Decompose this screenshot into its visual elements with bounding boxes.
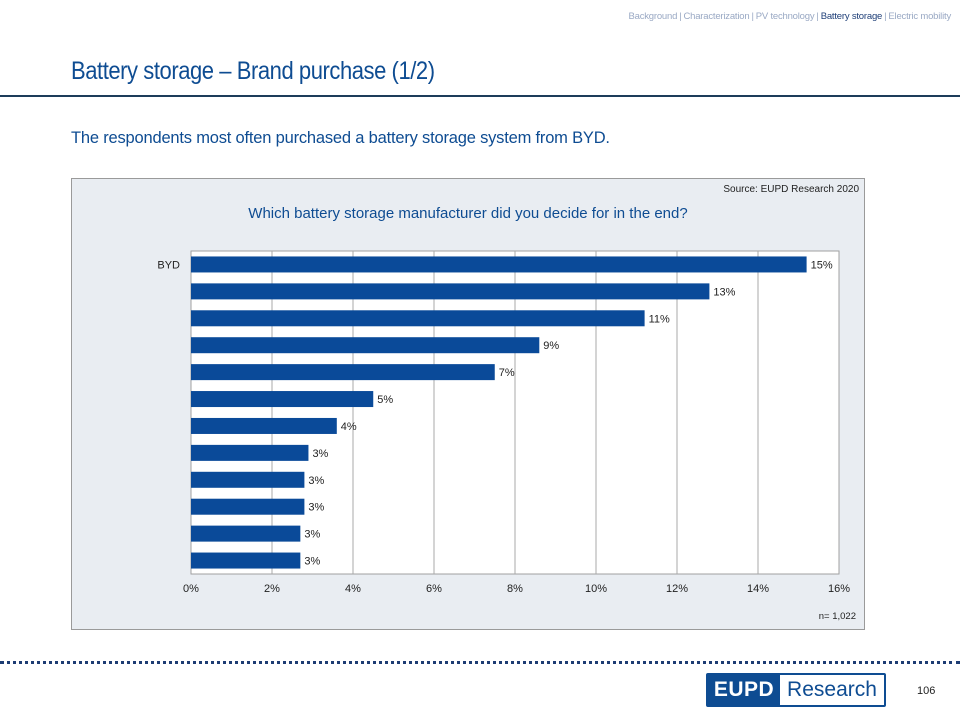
x-tick-label: 4% (345, 583, 361, 595)
bar (191, 552, 301, 569)
page-title: Battery storage – Brand purchase (1/2) (71, 57, 435, 85)
nav-item-battery-storage[interactable]: Battery storage (820, 11, 883, 22)
data-label: 3% (304, 529, 320, 541)
logo-research: Research (780, 675, 884, 705)
x-tick-label: 0% (183, 583, 199, 595)
x-tick-label: 6% (426, 583, 442, 595)
nav-separator: | (751, 11, 754, 22)
nav-item-pv-technology[interactable]: PV technology (755, 11, 815, 22)
bar (191, 391, 374, 408)
x-tick-label: 10% (585, 583, 607, 595)
category-label: BYD (157, 259, 180, 271)
nav-item-characterization[interactable]: Characterization (683, 11, 750, 22)
x-tick-label: 8% (507, 583, 523, 595)
title-divider (0, 95, 960, 97)
x-tick-label: 16% (828, 583, 850, 595)
chart-panel: Source: EUPD Research 2020 Which battery… (71, 178, 865, 630)
page-number: 106 (917, 685, 936, 697)
chart-title: Which battery storage manufacturer did y… (248, 205, 688, 222)
bar (191, 444, 309, 461)
data-label: 15% (811, 259, 833, 271)
nav-separator: | (816, 11, 819, 22)
source-note: Source: EUPD Research 2020 (723, 184, 859, 195)
nav-separator: | (679, 11, 682, 22)
page-subtitle: The respondents most often purchased a b… (71, 129, 610, 147)
data-label: 11% (649, 313, 670, 325)
logo-eupd: EUPD (708, 675, 780, 705)
bar (191, 471, 305, 488)
bar (191, 498, 305, 515)
data-label: 3% (308, 475, 324, 487)
data-label: 5% (377, 394, 393, 406)
nav-item-electric-mobility[interactable]: Electric mobility (888, 11, 951, 22)
x-tick-label: 12% (666, 583, 688, 595)
bar (191, 525, 301, 542)
bar (191, 256, 807, 273)
x-tick-label: 2% (264, 583, 280, 595)
data-label: 4% (341, 421, 357, 433)
data-label: 13% (713, 286, 735, 298)
bar (191, 283, 710, 300)
bar (191, 417, 337, 434)
data-label: 3% (308, 502, 324, 514)
x-tick-label: 14% (747, 583, 769, 595)
bar (191, 364, 495, 381)
data-label: 9% (543, 340, 559, 352)
section-nav: Background | Characterization | PV technolog… (628, 11, 951, 22)
data-label: 3% (304, 556, 320, 568)
bar (191, 310, 645, 327)
bar-chart: 0% 2% 4% 6% 8% 10% 12% 14% 16% 15% BYD 13% 11% 9% 7% 5%… (157, 250, 850, 595)
footer-divider (0, 661, 960, 664)
bar (191, 337, 540, 354)
nav-separator: | (884, 11, 887, 22)
data-label: 3% (312, 448, 328, 460)
eupd-logo: EUPD Research (706, 673, 886, 707)
sample-size: n= 1,022 (818, 611, 856, 622)
nav-item-background[interactable]: Background (628, 11, 678, 22)
data-label: 7% (499, 367, 515, 379)
